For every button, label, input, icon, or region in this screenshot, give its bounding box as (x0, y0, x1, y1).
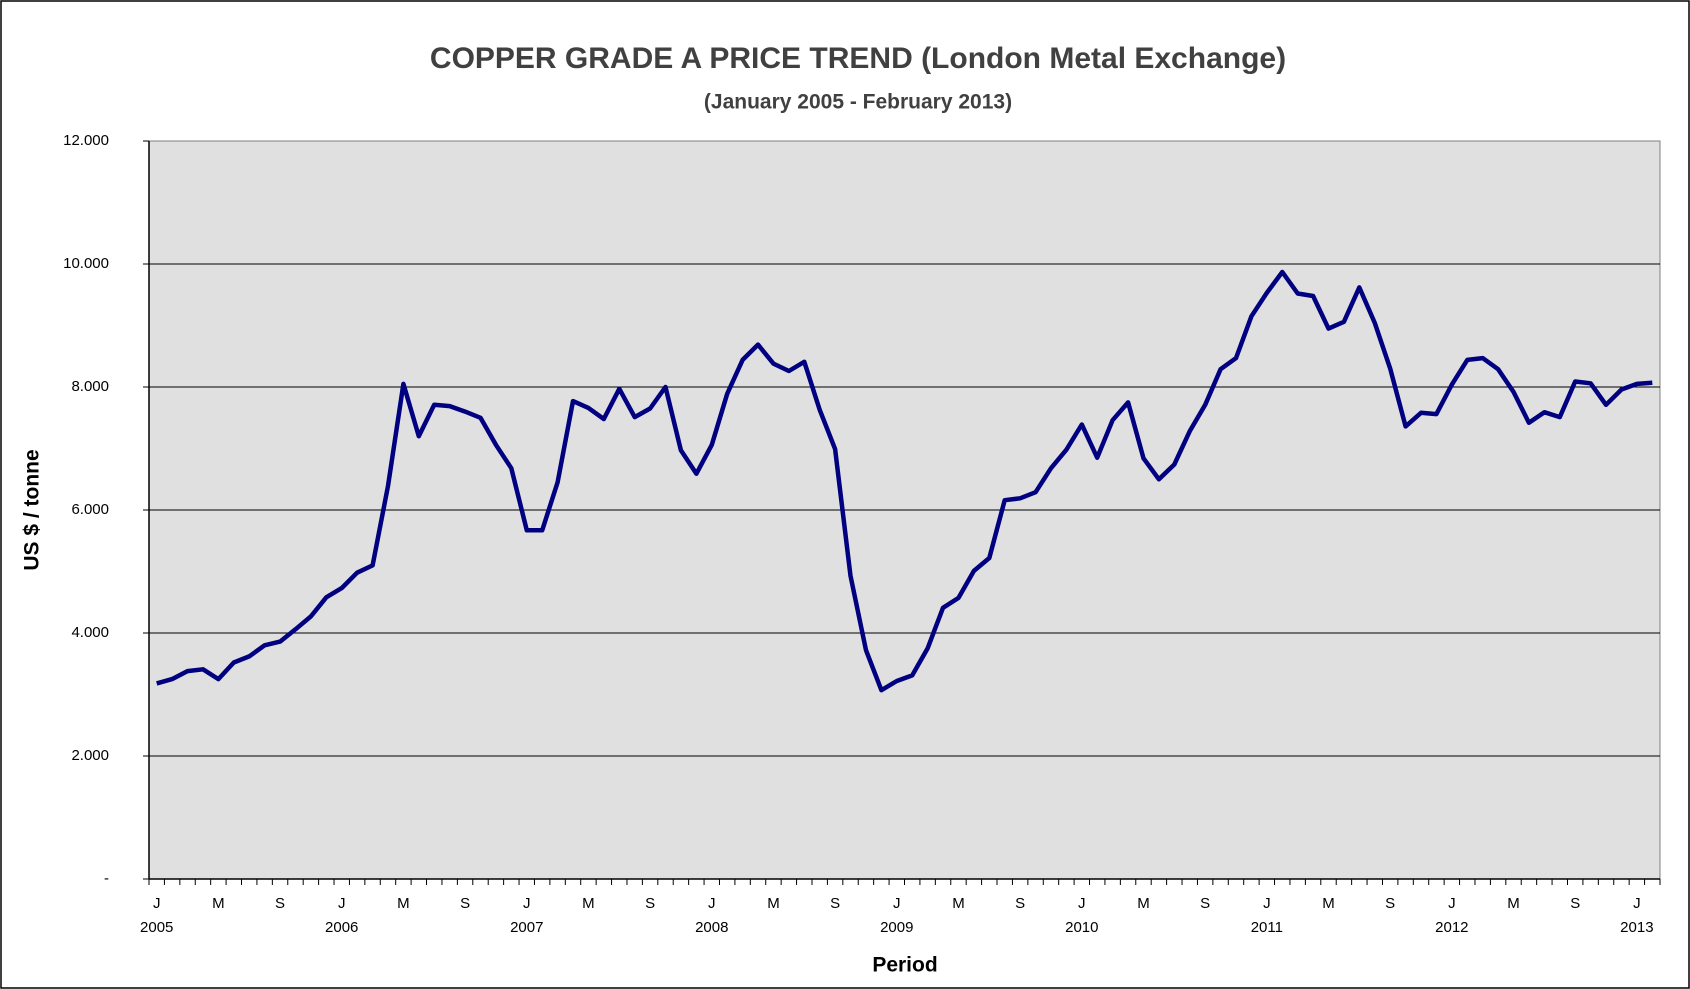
x-tick-label: J (338, 895, 346, 912)
y-tick-label: 4.000 (71, 624, 109, 641)
x-tick-label: M (1322, 895, 1335, 912)
x-tick-label: J (1078, 895, 1086, 912)
x-year-label: 2009 (880, 919, 913, 936)
x-tick-label: M (582, 895, 595, 912)
x-tick-label: J (153, 895, 161, 912)
x-tick-label: S (1015, 895, 1025, 912)
x-year-label: 2008 (695, 919, 728, 936)
y-tick-label: 8.000 (71, 378, 109, 395)
x-year-label: 2005 (140, 919, 173, 936)
x-tick-label: S (1570, 895, 1580, 912)
x-tick-label: M (767, 895, 780, 912)
x-tick-label: J (523, 895, 531, 912)
x-tick-label: S (1385, 895, 1395, 912)
x-year-label: 2011 (1251, 919, 1283, 936)
x-tick-label: S (1200, 895, 1210, 912)
x-tick-label: M (952, 895, 965, 912)
x-tick-label: S (460, 895, 470, 912)
price-line (156, 269, 1653, 693)
x-tick-label: S (645, 895, 655, 912)
x-tick-label: M (1507, 895, 1520, 912)
x-tick-label: M (397, 895, 410, 912)
x-axis-label: Period (872, 954, 937, 977)
x-tick-label: J (893, 895, 901, 912)
x-tick-label: S (275, 895, 285, 912)
chart-title: COPPER GRADE A PRICE TREND (London Metal… (430, 42, 1286, 75)
x-year-label: 2013 (1620, 919, 1653, 936)
x-tick-label: J (708, 895, 716, 912)
x-year-label: 2007 (510, 919, 543, 936)
y-tick-label: 6.000 (71, 501, 109, 518)
x-tick-label: S (830, 895, 840, 912)
x-tick-label: M (212, 895, 225, 912)
x-tick-label: M (1137, 895, 1150, 912)
y-axis-label: US $ / tonne (21, 449, 44, 570)
y-tick-label: - (104, 870, 109, 887)
x-year-label: 2012 (1435, 919, 1468, 936)
x-tick-label: J (1448, 895, 1456, 912)
x-year-label: 2010 (1065, 919, 1098, 936)
y-tick-label: 12.000 (63, 132, 109, 149)
y-tick-label: 2.000 (71, 747, 109, 764)
x-tick-label: J (1633, 895, 1641, 912)
x-year-label: 2006 (325, 919, 358, 936)
x-tick-label: J (1263, 895, 1271, 912)
chart-subtitle: (January 2005 - February 2013) (704, 91, 1012, 114)
y-tick-label: 10.000 (63, 255, 109, 272)
